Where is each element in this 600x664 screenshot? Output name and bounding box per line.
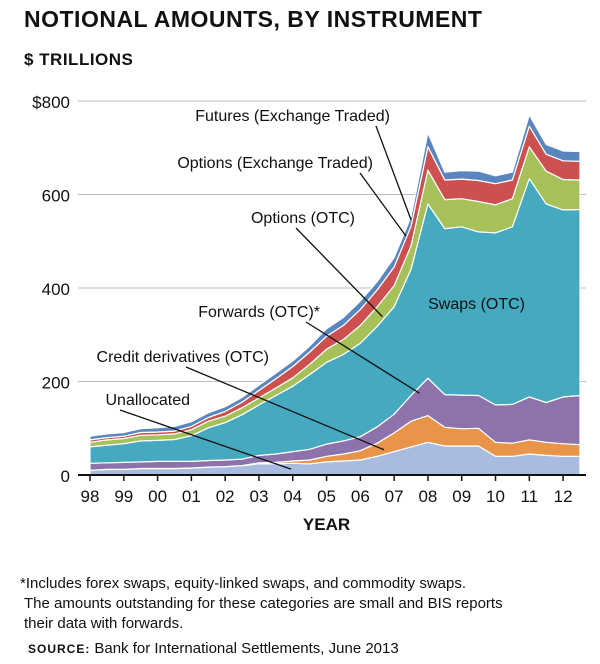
footnote-line: their data with forwards. [24,615,184,632]
area-series [89,114,581,476]
leader-line [305,321,420,394]
y-tick-label: 400 [42,280,70,299]
axes [78,474,586,481]
x-tick-label: 04 [283,487,302,506]
x-tick-label: 08 [418,487,437,506]
y-tick-label: $800 [32,93,70,112]
x-tick-label: 10 [486,487,505,506]
callout-unallocated: Unallocated [106,392,191,409]
footnote-line: The amounts outstanding for these catego… [24,595,503,612]
source-label: SOURCE: [28,642,91,656]
leader-line [295,227,383,317]
leader-line [185,366,385,451]
x-tick-label: 12 [554,487,573,506]
x-tick-label: 00 [148,487,167,506]
x-axis-label: YEAR [303,515,350,534]
footnote: *Includes forex swaps, equity-linked swa… [20,574,590,634]
footnote-line: *Includes forex swaps, equity-linked swa… [20,575,467,592]
label-swaps-otc: Swaps (OTC) [428,296,525,313]
chart-subtitle: $ TRILLIONS [24,50,134,69]
x-tick-label: 05 [317,487,336,506]
x-tick-label: 02 [216,487,235,506]
source-note: SOURCE: Bank for International Settlement… [28,640,399,657]
callout-futures-exchange-traded: Futures (Exchange Traded) [195,108,390,125]
y-tick-label: 600 [42,187,70,206]
x-tick-label: 01 [182,487,201,506]
x-tick-label: 98 [81,487,100,506]
x-tick-label: 06 [351,487,370,506]
tick-labels: 0 200 400 600 $800 98 99 00 01 02 03 04 05 06 07 08 09 10… [32,93,572,534]
x-tick-label: 03 [250,487,269,506]
x-tick-label: 07 [385,487,404,506]
y-tick-label: 0 [61,467,70,486]
x-tick-label: 09 [452,487,471,506]
source-text: Bank for International Settlements, June… [94,640,399,657]
callout-options-otc: Options (OTC) [251,210,355,227]
leader-line [119,409,292,470]
x-tick-label: 11 [520,487,538,506]
callouts: Futures (Exchange Traded) Options (Exchan… [97,108,525,470]
callout-credit-derivatives-otc: Credit derivatives (OTC) [97,349,269,366]
x-tick-label: 99 [114,487,133,506]
stacked-area-chart: 0 200 400 600 $800 98 99 00 01 02 03 04 05 06 07 08 09 10… [32,93,586,534]
callout-forwards-otc: Forwards (OTC)* [198,304,320,321]
area-series-futures-exchange-traded [89,114,581,441]
leader-line [359,172,407,237]
chart-title: NOTIONAL AMOUNTS, BY INSTRUMENT [24,6,483,32]
leader-line [375,125,412,220]
callout-options-exchange-traded: Options (Exchange Traded) [177,155,373,172]
y-tick-label: 200 [42,374,70,393]
